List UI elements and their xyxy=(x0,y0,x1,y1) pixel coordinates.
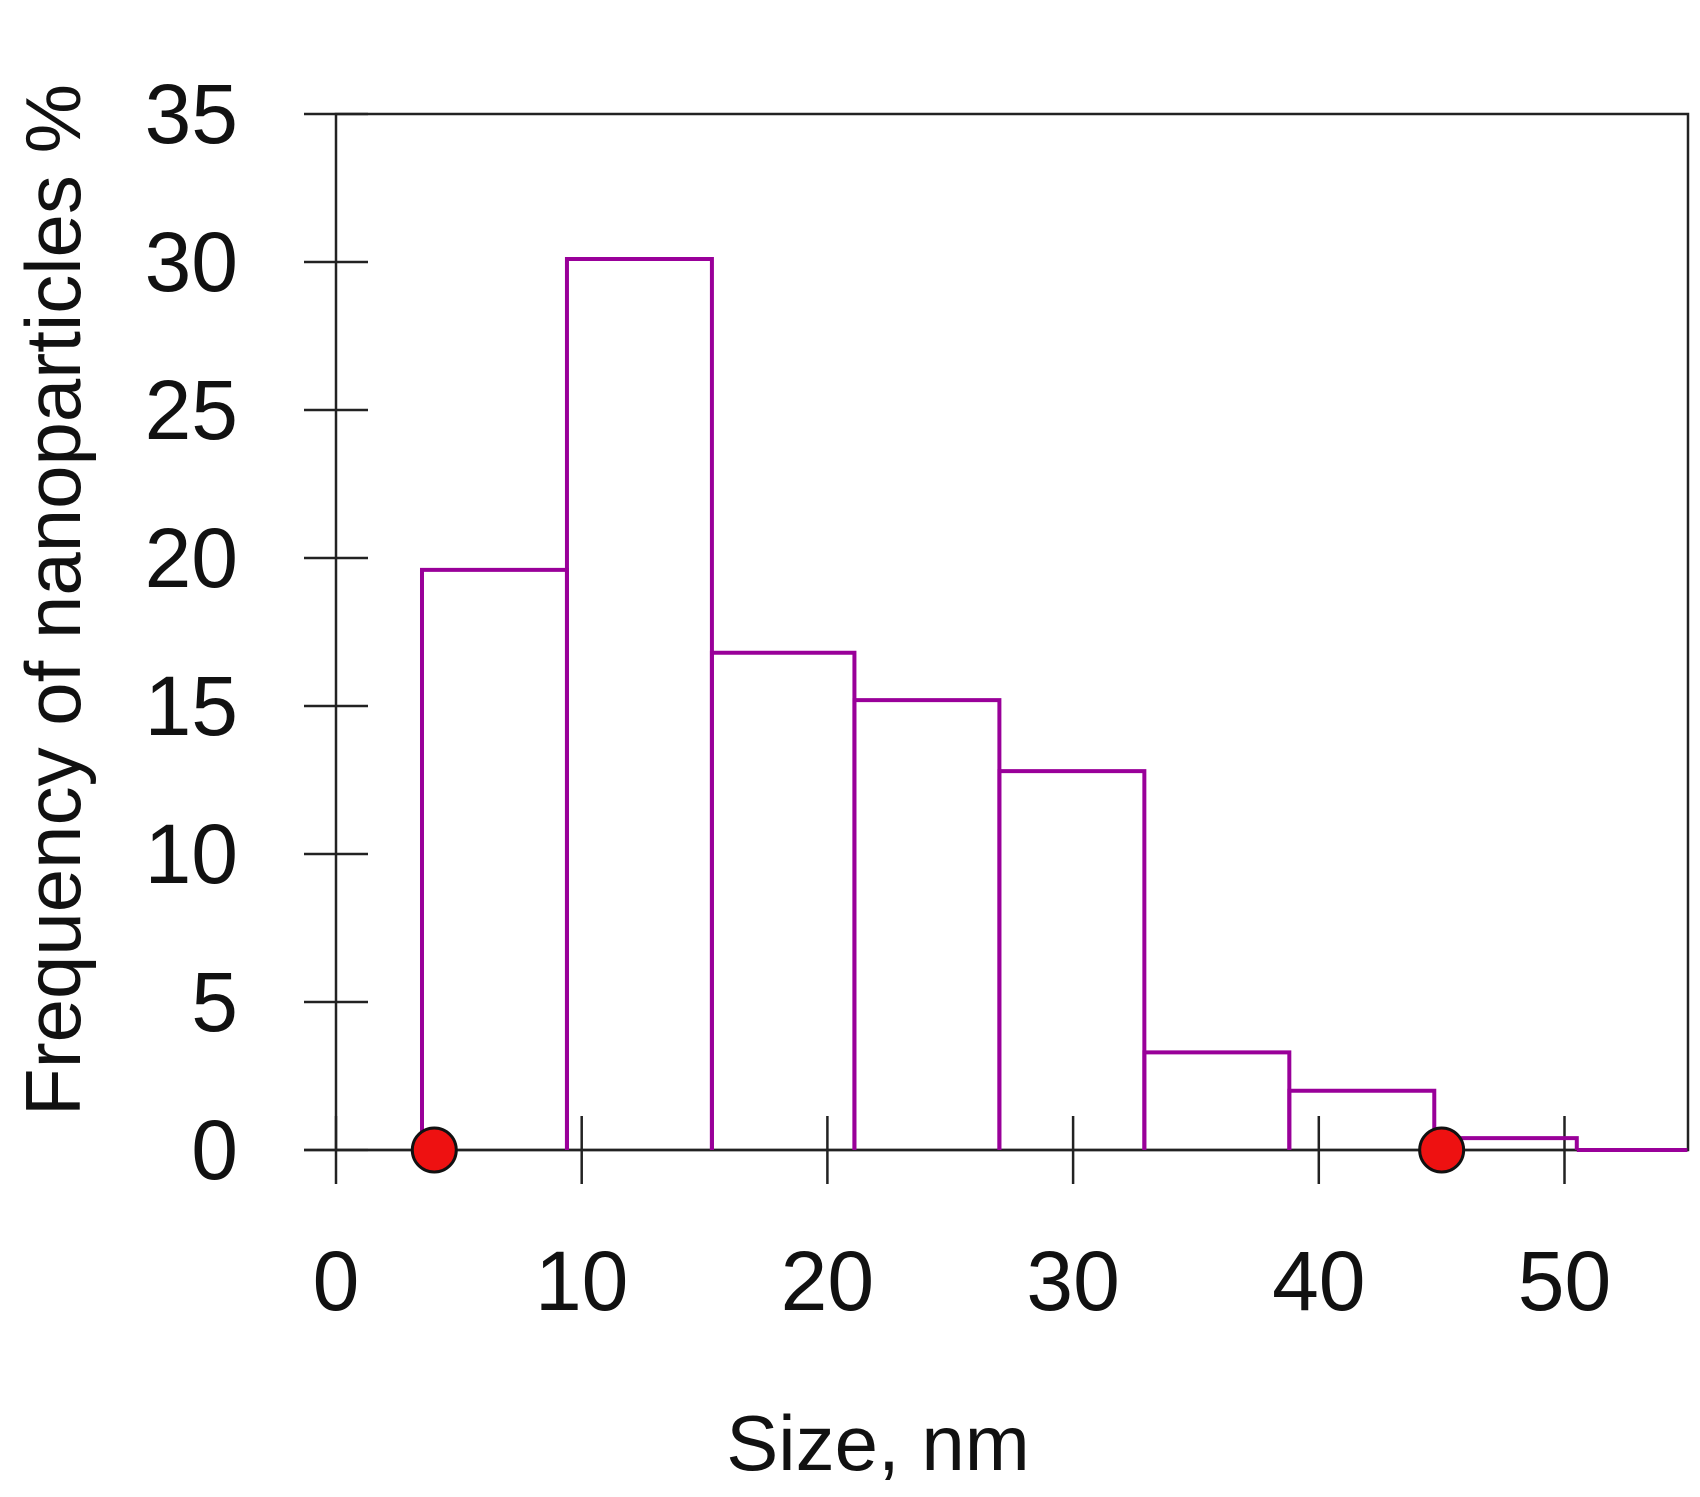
y-tick-label: 5 xyxy=(191,955,238,1049)
histogram-bar xyxy=(709,650,857,1150)
x-axis-title: Size, nm xyxy=(726,1399,1029,1487)
histogram-bars xyxy=(419,257,1688,1152)
y-tick-label: 20 xyxy=(145,511,238,605)
histogram-bar xyxy=(1287,1088,1437,1150)
x-tick-label: 40 xyxy=(1272,1234,1365,1328)
histogram-bar xyxy=(1142,1050,1292,1150)
histogram-bar xyxy=(997,769,1147,1150)
x-tick-label: 50 xyxy=(1518,1234,1611,1328)
histogram-bar xyxy=(419,567,569,1150)
red-dot-marker xyxy=(410,1126,458,1174)
x-axis-ticks: 0 10 20 30 40 50 xyxy=(304,1116,1688,1328)
y-axis-title: Frequency of nanoparticles % xyxy=(9,84,97,1116)
histogram-bar xyxy=(852,698,1002,1150)
y-tick-label: 30 xyxy=(145,215,238,309)
y-tick-label: 15 xyxy=(145,659,238,753)
y-tick-label: 35 xyxy=(145,67,238,161)
y-tick-label: 0 xyxy=(191,1103,238,1197)
x-tick-label: 0 xyxy=(313,1234,360,1328)
markers xyxy=(410,1126,1466,1174)
y-axis-ticks: 0 5 10 15 20 25 30 35 xyxy=(145,67,368,1197)
y-tick-label: 25 xyxy=(145,363,238,457)
x-tick-label: 30 xyxy=(1026,1234,1119,1328)
plot-frame xyxy=(334,112,1690,1152)
red-dot-marker xyxy=(1418,1126,1466,1174)
histogram-bar xyxy=(564,257,714,1150)
x-tick-label: 20 xyxy=(781,1234,874,1328)
x-tick-label: 10 xyxy=(535,1234,628,1328)
y-tick-label: 10 xyxy=(145,807,238,901)
